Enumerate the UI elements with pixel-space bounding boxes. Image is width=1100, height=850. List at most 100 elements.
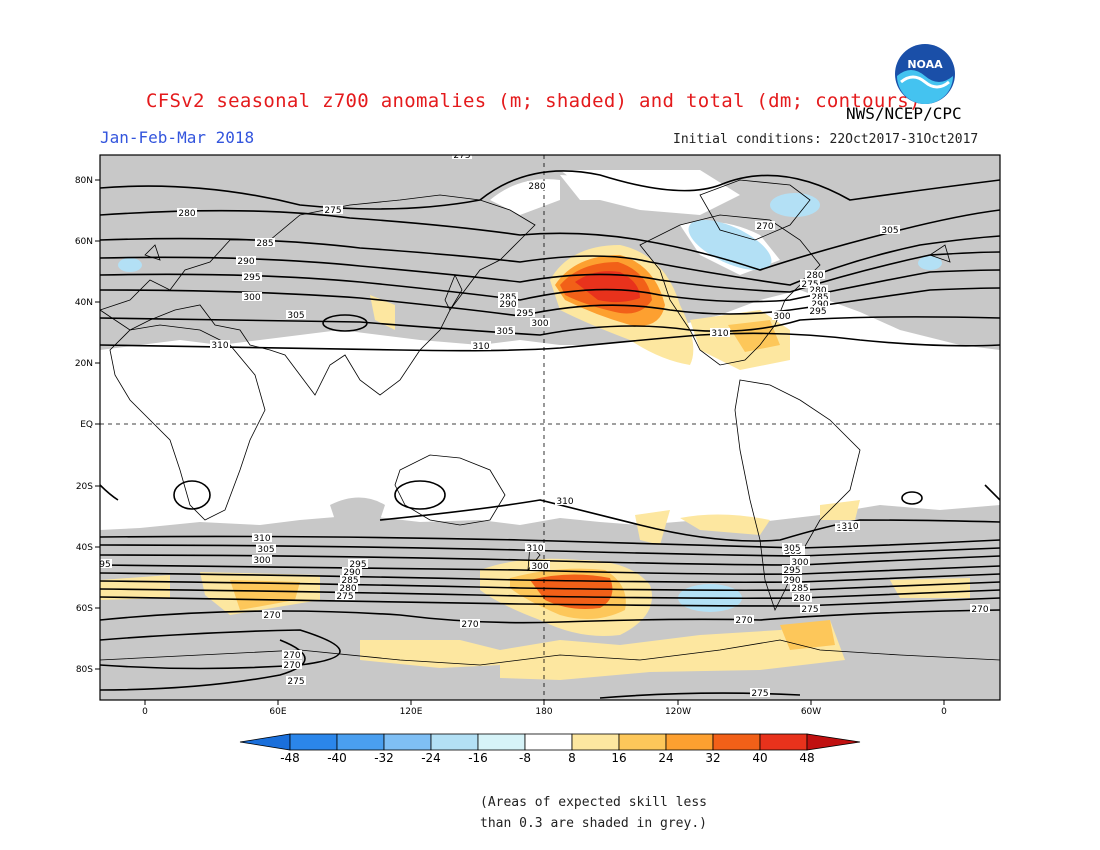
contour-label-bg — [242, 292, 262, 301]
contour-label-bg — [750, 688, 770, 697]
contour-label: 270 — [735, 616, 752, 626]
contour-label: 275 — [324, 206, 341, 216]
contour-label-bg — [348, 559, 368, 568]
colorbar-swatch — [336, 733, 385, 751]
contour-label-bg — [772, 311, 792, 320]
graticule — [100, 155, 1000, 700]
contour-label: 270 — [461, 620, 478, 630]
contour-label: 275 — [287, 677, 304, 687]
lon-label: 120W — [665, 707, 691, 717]
contour-label-bg — [210, 340, 230, 349]
skill-footnote: (Areas of expected skill less than 0.3 a… — [480, 795, 707, 831]
colorbar-swatch — [571, 733, 620, 751]
contour-label: 295 — [809, 307, 826, 317]
colorbar-arrow-right — [806, 733, 861, 751]
contour-label-bg — [734, 615, 754, 624]
contour-label-bg — [282, 660, 302, 669]
contour-label: 305 — [496, 327, 513, 337]
colorbar-label: 40 — [752, 751, 767, 765]
contour-label: 300 — [791, 558, 808, 568]
contour-label: 275 — [801, 605, 818, 615]
contour-label: 300 — [531, 562, 548, 572]
contour-label-bg — [255, 238, 275, 247]
lat-label: 20N — [75, 359, 93, 369]
contour-label: 310 — [472, 342, 489, 352]
contour-label: 290 — [237, 257, 254, 267]
noaa-logo-text: NOAA — [907, 58, 943, 71]
contour-label-bg — [792, 593, 812, 602]
contour-label-bg — [286, 310, 306, 319]
agency-label: NWS/NCEP/CPC — [846, 104, 962, 123]
colorbar-swatch — [383, 733, 432, 751]
contour-label-bg — [840, 521, 860, 530]
contour-label-bg — [282, 650, 302, 659]
colorbar-swatch — [712, 733, 761, 751]
contour-labels: 2752802752802852902953003053102802752702… — [99, 151, 990, 699]
contour-label: 270 — [971, 605, 988, 615]
colorbar-label: -8 — [519, 751, 531, 765]
contour-label-bg — [782, 575, 802, 584]
lat-label: 80S — [76, 665, 93, 675]
contour-label-bg — [555, 496, 575, 505]
colorbar-label: -48 — [280, 751, 300, 765]
contour-label-bg — [100, 559, 112, 568]
contour-label: 305 — [783, 544, 800, 554]
contour-label: 310 — [841, 522, 858, 532]
contour-label-bg — [800, 604, 820, 613]
lon-label: 0 — [941, 707, 947, 717]
lat-label: EQ — [80, 420, 93, 430]
contour-label: 295 — [516, 309, 533, 319]
colorbar-label: -32 — [374, 751, 394, 765]
contour-label-bg — [252, 533, 272, 542]
contour-label-bg — [323, 205, 343, 214]
contour-label-bg — [498, 292, 518, 301]
contour-label: 275 — [336, 592, 353, 602]
contour-label-bg — [782, 565, 802, 574]
contour-label-bg — [755, 221, 775, 230]
contour-label-bg — [800, 279, 820, 288]
contour-label: 275 — [751, 689, 768, 699]
contour-label: 290 — [499, 300, 516, 310]
contour-label: 310 — [526, 544, 543, 554]
contour-label: 275 — [453, 151, 470, 161]
contour-label-bg — [790, 583, 810, 592]
contour-label-bg — [340, 575, 360, 584]
plot-border — [99, 154, 1001, 701]
lat-label: 60N — [75, 237, 93, 247]
contour-label-bg — [262, 610, 282, 619]
lat-label: 60S — [76, 604, 93, 614]
contour-label: 300 — [531, 319, 548, 329]
colorbar: -48 -40 -32 -24 -16 -8 8 16 24 32 40 48 — [239, 733, 861, 765]
contour-label: 310 — [556, 497, 573, 507]
contour-label-bg — [515, 308, 535, 317]
contour-label: 285 — [791, 584, 808, 594]
lat-label: 40S — [76, 543, 93, 553]
contour-label: 290 — [783, 576, 800, 586]
colorbar-label: 16 — [611, 751, 626, 765]
contour-label: 310 — [711, 329, 728, 339]
contour-label: 300 — [773, 312, 790, 322]
colorbar-label: -24 — [421, 751, 441, 765]
contour-label-bg — [471, 341, 491, 350]
contour-label: 295 — [783, 566, 800, 576]
contour-label-bg — [452, 155, 472, 159]
lon-label: 60E — [269, 707, 286, 717]
contour-label-bg — [338, 583, 358, 592]
contour-label: 285 — [256, 239, 273, 249]
contour-label: 95 — [99, 560, 110, 570]
colorbar-swatch — [477, 733, 526, 751]
contour-label: 290 — [343, 568, 360, 578]
contour-label-bg — [710, 328, 730, 337]
colorbar-label: 32 — [705, 751, 720, 765]
contour-label-bg — [810, 299, 830, 308]
latitude-axis: 80N 60N 40N 20N EQ 20S 40S 60S 80S — [75, 176, 100, 675]
contour-label: 300 — [243, 293, 260, 303]
contour-label-bg — [242, 272, 262, 281]
contour-label-bg — [530, 561, 550, 570]
contour-label: 280 — [528, 182, 545, 192]
contour-label-bg — [286, 676, 306, 685]
contour-label-bg — [525, 543, 545, 552]
contour-label-bg — [805, 270, 825, 279]
contour-label: 295 — [243, 273, 260, 283]
contour-label: 305 — [257, 545, 274, 555]
